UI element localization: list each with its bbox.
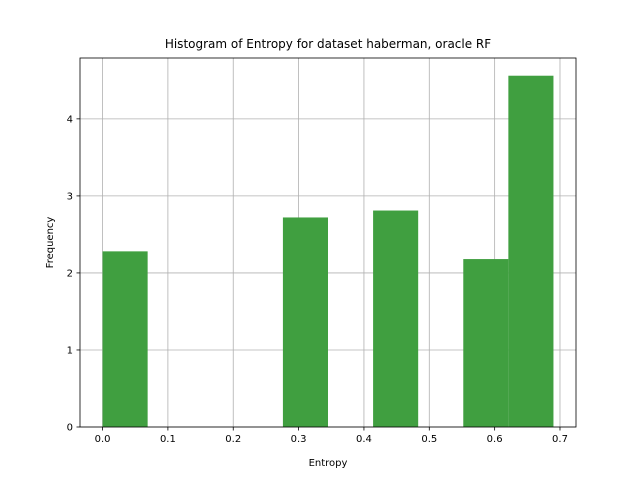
ticks: 0.0 0.1 0.2 0.3 0.4 0.5 0.6 0.7 0 1 2 3 4 [67, 114, 568, 445]
x-axis-label: Entropy [309, 458, 348, 469]
histogram-bar [373, 210, 419, 427]
chart-title: Histogram of Entropy for dataset haberma… [165, 37, 491, 51]
x-tick-label: 0.4 [356, 434, 372, 445]
x-tick-label: 0.2 [225, 434, 241, 445]
x-tick-label: 0.3 [291, 434, 307, 445]
y-tick-label: 3 [67, 191, 73, 202]
x-tick-label: 0.6 [487, 434, 503, 445]
y-tick-label: 4 [67, 114, 73, 125]
y-tick-label: 1 [67, 345, 73, 356]
x-tick-label: 0.5 [421, 434, 437, 445]
y-tick-label: 0 [67, 423, 73, 434]
histogram-bar [463, 259, 509, 427]
x-tick-label: 0.7 [552, 434, 568, 445]
plot-frame [79, 57, 577, 428]
y-tick-label: 2 [67, 268, 73, 279]
histogram-bar [282, 217, 328, 427]
bars [102, 75, 554, 427]
histogram-bar [102, 251, 148, 427]
histogram-bar [508, 75, 554, 427]
y-axis-label: Frequency [45, 217, 56, 269]
x-tick-label: 0.0 [95, 434, 111, 445]
x-tick-label: 0.1 [160, 434, 176, 445]
